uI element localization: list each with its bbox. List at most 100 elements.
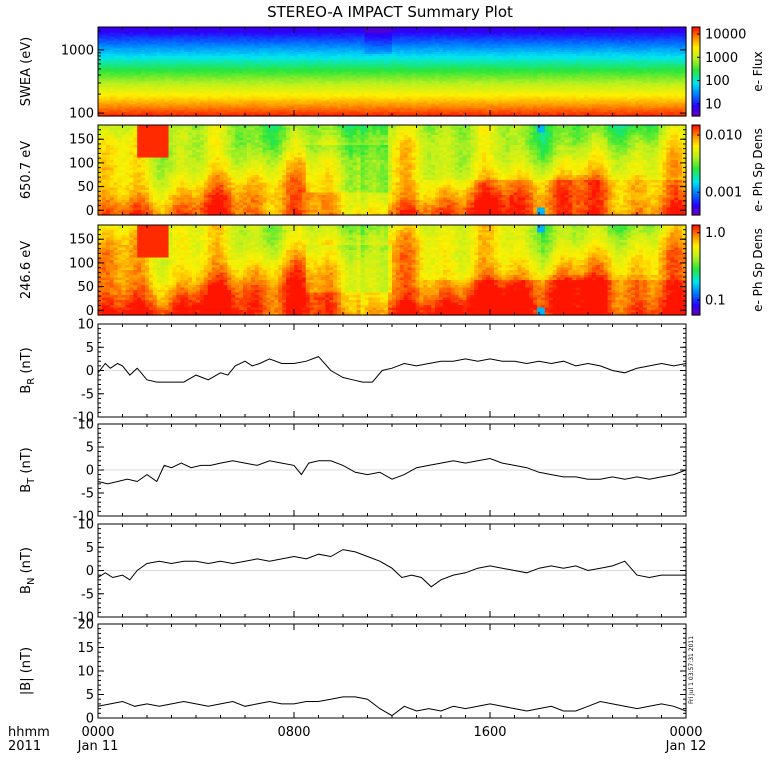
spectrogram-cell bbox=[196, 81, 201, 84]
spectrogram-cell bbox=[243, 52, 248, 55]
spectrogram-cell bbox=[113, 44, 119, 47]
spectrogram-cell bbox=[199, 52, 205, 55]
spectrogram-cell bbox=[270, 34, 275, 38]
spectrogram-cell bbox=[243, 98, 248, 102]
spectrogram-cell bbox=[290, 96, 295, 100]
spectrogram-cell bbox=[164, 85, 170, 88]
spectrogram-cell bbox=[141, 77, 146, 80]
spectrogram-cell bbox=[152, 54, 158, 57]
spectrogram-cell bbox=[282, 88, 287, 92]
spectrogram-cell bbox=[278, 86, 283, 90]
spectrogram-cell bbox=[168, 114, 174, 117]
spectrogram-cell bbox=[121, 92, 127, 96]
spectrogram-cell bbox=[239, 27, 244, 30]
spectrogram-cell bbox=[246, 75, 252, 78]
spectrogram-cell bbox=[98, 77, 103, 80]
spectrogram-cell bbox=[227, 34, 232, 38]
spectrogram-cell bbox=[297, 59, 303, 63]
spectrogram-cell bbox=[188, 34, 193, 38]
spectrogram-cell bbox=[274, 63, 279, 67]
spectrogram-cell bbox=[196, 77, 201, 80]
spectrogram-cell bbox=[105, 83, 111, 86]
spectrogram-cell bbox=[137, 71, 142, 75]
spectrogram-cell bbox=[101, 42, 107, 46]
spectrogram-cell bbox=[98, 56, 103, 59]
spectrogram-cell bbox=[160, 34, 166, 38]
spectrogram-cell bbox=[145, 92, 150, 96]
spectrogram-cell bbox=[270, 40, 275, 44]
spectrogram-cell bbox=[266, 90, 272, 94]
spectrogram-cell bbox=[215, 81, 221, 84]
spectrogram-cell bbox=[297, 102, 303, 105]
spectrogram-cell bbox=[258, 44, 264, 47]
spectrogram-cell bbox=[258, 90, 264, 94]
spectrogram-cell bbox=[148, 85, 154, 88]
spectrogram-cell bbox=[239, 92, 244, 96]
spectrogram-cell bbox=[203, 83, 209, 86]
spectrogram-cell bbox=[231, 88, 236, 92]
spectrogram-cell bbox=[137, 38, 142, 42]
spectrogram-cell bbox=[196, 98, 201, 102]
spectrogram-cell bbox=[145, 85, 150, 88]
spectrogram-cell bbox=[274, 108, 279, 111]
spectrogram-cell bbox=[262, 32, 268, 36]
spectrogram-cell bbox=[133, 27, 138, 30]
spectrogram-cell bbox=[203, 36, 209, 40]
spectrogram-cell bbox=[250, 32, 256, 36]
spectrogram-cell bbox=[184, 56, 189, 59]
spectrogram-cell bbox=[301, 83, 307, 86]
spectrogram-cell bbox=[290, 106, 295, 109]
spectrogram-cell bbox=[137, 73, 142, 76]
spectrogram-cell bbox=[235, 30, 240, 34]
spectrogram-cell bbox=[239, 36, 244, 40]
spectrogram-cell bbox=[133, 61, 138, 65]
spectrogram-cell bbox=[278, 38, 283, 42]
spectrogram-cell bbox=[105, 63, 111, 67]
spectrogram-cell bbox=[98, 50, 103, 53]
spectrogram-cell bbox=[223, 42, 228, 46]
spectrogram-cell bbox=[266, 96, 272, 100]
spectrogram-cell bbox=[235, 27, 240, 30]
spectrogram-cell bbox=[148, 28, 154, 32]
spectrogram-cell bbox=[113, 59, 119, 63]
spectrogram-cell bbox=[203, 63, 209, 67]
spectrogram-cell bbox=[156, 104, 162, 107]
spectrogram-cell bbox=[164, 110, 170, 113]
spectrogram-cell bbox=[152, 57, 158, 61]
spectrogram-cell bbox=[141, 50, 146, 53]
spectrogram-cell bbox=[215, 75, 221, 78]
spectrogram-cell bbox=[105, 56, 111, 59]
spectrogram-cell bbox=[176, 73, 181, 76]
spectrogram-cell bbox=[266, 73, 272, 76]
spectrogram-cell bbox=[274, 100, 279, 104]
spectrogram-cell bbox=[239, 86, 244, 90]
spectrogram-cell bbox=[207, 52, 213, 55]
spectrogram-cell bbox=[246, 32, 252, 36]
spectrogram-cell bbox=[254, 83, 260, 86]
spectrogram-cell bbox=[105, 112, 111, 115]
spectrogram-cell bbox=[172, 100, 177, 104]
spectrogram-cell bbox=[129, 69, 134, 73]
spectrogram-cell bbox=[105, 69, 111, 73]
spectrogram-cell bbox=[250, 114, 256, 117]
spectrogram-cell bbox=[98, 71, 103, 75]
spectrogram-cell bbox=[266, 52, 272, 55]
spectrogram-cell bbox=[137, 69, 142, 73]
spectrogram-cell bbox=[180, 71, 185, 75]
spectrogram-cell bbox=[231, 40, 236, 44]
spectrogram-cell bbox=[121, 106, 127, 109]
spectrogram-cell bbox=[219, 71, 225, 75]
spectrogram-cell bbox=[164, 48, 170, 51]
spectrogram-cell bbox=[109, 96, 115, 100]
spectrogram-cell bbox=[274, 27, 279, 30]
spectrogram-cell bbox=[235, 48, 240, 51]
spectrogram-cell bbox=[176, 88, 181, 92]
spectrogram-cell bbox=[160, 108, 166, 111]
spectrogram-cell bbox=[141, 100, 146, 104]
spectrogram-cell bbox=[223, 77, 228, 80]
spectrogram-cell bbox=[235, 67, 240, 71]
spectrogram-cell bbox=[266, 79, 272, 82]
spectrogram-cell bbox=[286, 94, 291, 98]
spectrogram-cell bbox=[105, 102, 111, 105]
spectrogram-cell bbox=[286, 32, 291, 36]
